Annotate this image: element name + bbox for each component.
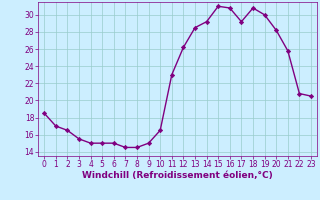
X-axis label: Windchill (Refroidissement éolien,°C): Windchill (Refroidissement éolien,°C) <box>82 171 273 180</box>
